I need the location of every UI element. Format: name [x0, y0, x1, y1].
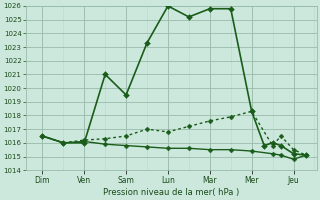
- X-axis label: Pression niveau de la mer( hPa ): Pression niveau de la mer( hPa ): [103, 188, 239, 197]
